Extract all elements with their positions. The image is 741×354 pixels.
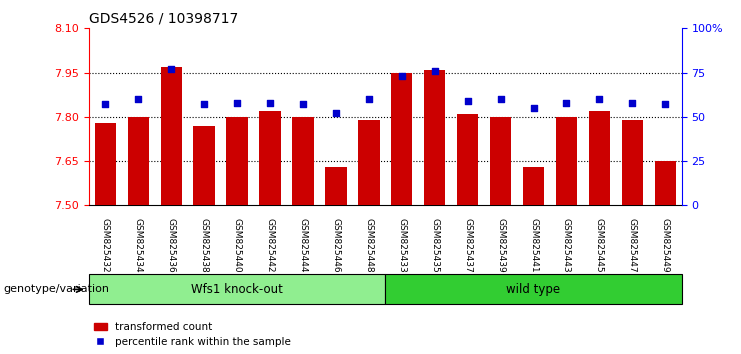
Bar bbox=[161, 67, 182, 205]
Bar bbox=[325, 167, 347, 205]
Text: GSM825449: GSM825449 bbox=[661, 218, 670, 272]
Text: GSM825447: GSM825447 bbox=[628, 218, 637, 272]
Point bbox=[330, 110, 342, 116]
Text: GSM825440: GSM825440 bbox=[233, 218, 242, 272]
Point bbox=[594, 96, 605, 102]
Point bbox=[99, 102, 111, 107]
Point bbox=[297, 102, 309, 107]
Bar bbox=[292, 117, 313, 205]
Text: GSM825445: GSM825445 bbox=[595, 218, 604, 272]
Bar bbox=[193, 126, 215, 205]
Text: GSM825446: GSM825446 bbox=[331, 218, 340, 272]
Text: GSM825443: GSM825443 bbox=[562, 218, 571, 272]
Point bbox=[396, 73, 408, 79]
Text: Wfs1 knock-out: Wfs1 knock-out bbox=[191, 283, 283, 296]
Bar bbox=[654, 161, 676, 205]
Bar bbox=[127, 117, 149, 205]
Text: GSM825436: GSM825436 bbox=[167, 218, 176, 273]
Point bbox=[133, 96, 144, 102]
Bar bbox=[622, 120, 643, 205]
Point bbox=[264, 100, 276, 105]
Point bbox=[231, 100, 243, 105]
Bar bbox=[556, 117, 577, 205]
Text: genotype/variation: genotype/variation bbox=[4, 284, 110, 295]
Point bbox=[199, 102, 210, 107]
Point bbox=[165, 66, 177, 72]
Bar bbox=[391, 73, 413, 205]
Bar bbox=[227, 117, 247, 205]
Point bbox=[429, 68, 441, 74]
Text: GSM825444: GSM825444 bbox=[299, 218, 308, 272]
Bar bbox=[424, 70, 445, 205]
Text: GDS4526 / 10398717: GDS4526 / 10398717 bbox=[89, 12, 238, 26]
Point bbox=[363, 96, 375, 102]
Text: wild type: wild type bbox=[506, 283, 561, 296]
Bar bbox=[490, 117, 511, 205]
Point bbox=[528, 105, 539, 111]
Text: GSM825434: GSM825434 bbox=[134, 218, 143, 272]
Bar bbox=[358, 120, 379, 205]
Bar bbox=[457, 114, 479, 205]
Text: GSM825448: GSM825448 bbox=[365, 218, 373, 272]
Text: GSM825438: GSM825438 bbox=[199, 218, 209, 273]
Text: GSM825439: GSM825439 bbox=[496, 218, 505, 273]
Point bbox=[495, 96, 507, 102]
Point bbox=[560, 100, 572, 105]
Text: GSM825432: GSM825432 bbox=[101, 218, 110, 272]
Bar bbox=[588, 111, 610, 205]
Bar bbox=[95, 123, 116, 205]
Point bbox=[659, 102, 671, 107]
Legend: transformed count, percentile rank within the sample: transformed count, percentile rank withi… bbox=[94, 322, 290, 347]
Text: GSM825442: GSM825442 bbox=[265, 218, 275, 272]
Point bbox=[462, 98, 473, 104]
Text: GSM825437: GSM825437 bbox=[463, 218, 472, 273]
Bar bbox=[259, 111, 281, 205]
Bar bbox=[523, 167, 544, 205]
Text: GSM825433: GSM825433 bbox=[397, 218, 406, 273]
Point bbox=[626, 100, 638, 105]
Text: GSM825435: GSM825435 bbox=[431, 218, 439, 273]
Text: GSM825441: GSM825441 bbox=[529, 218, 538, 272]
